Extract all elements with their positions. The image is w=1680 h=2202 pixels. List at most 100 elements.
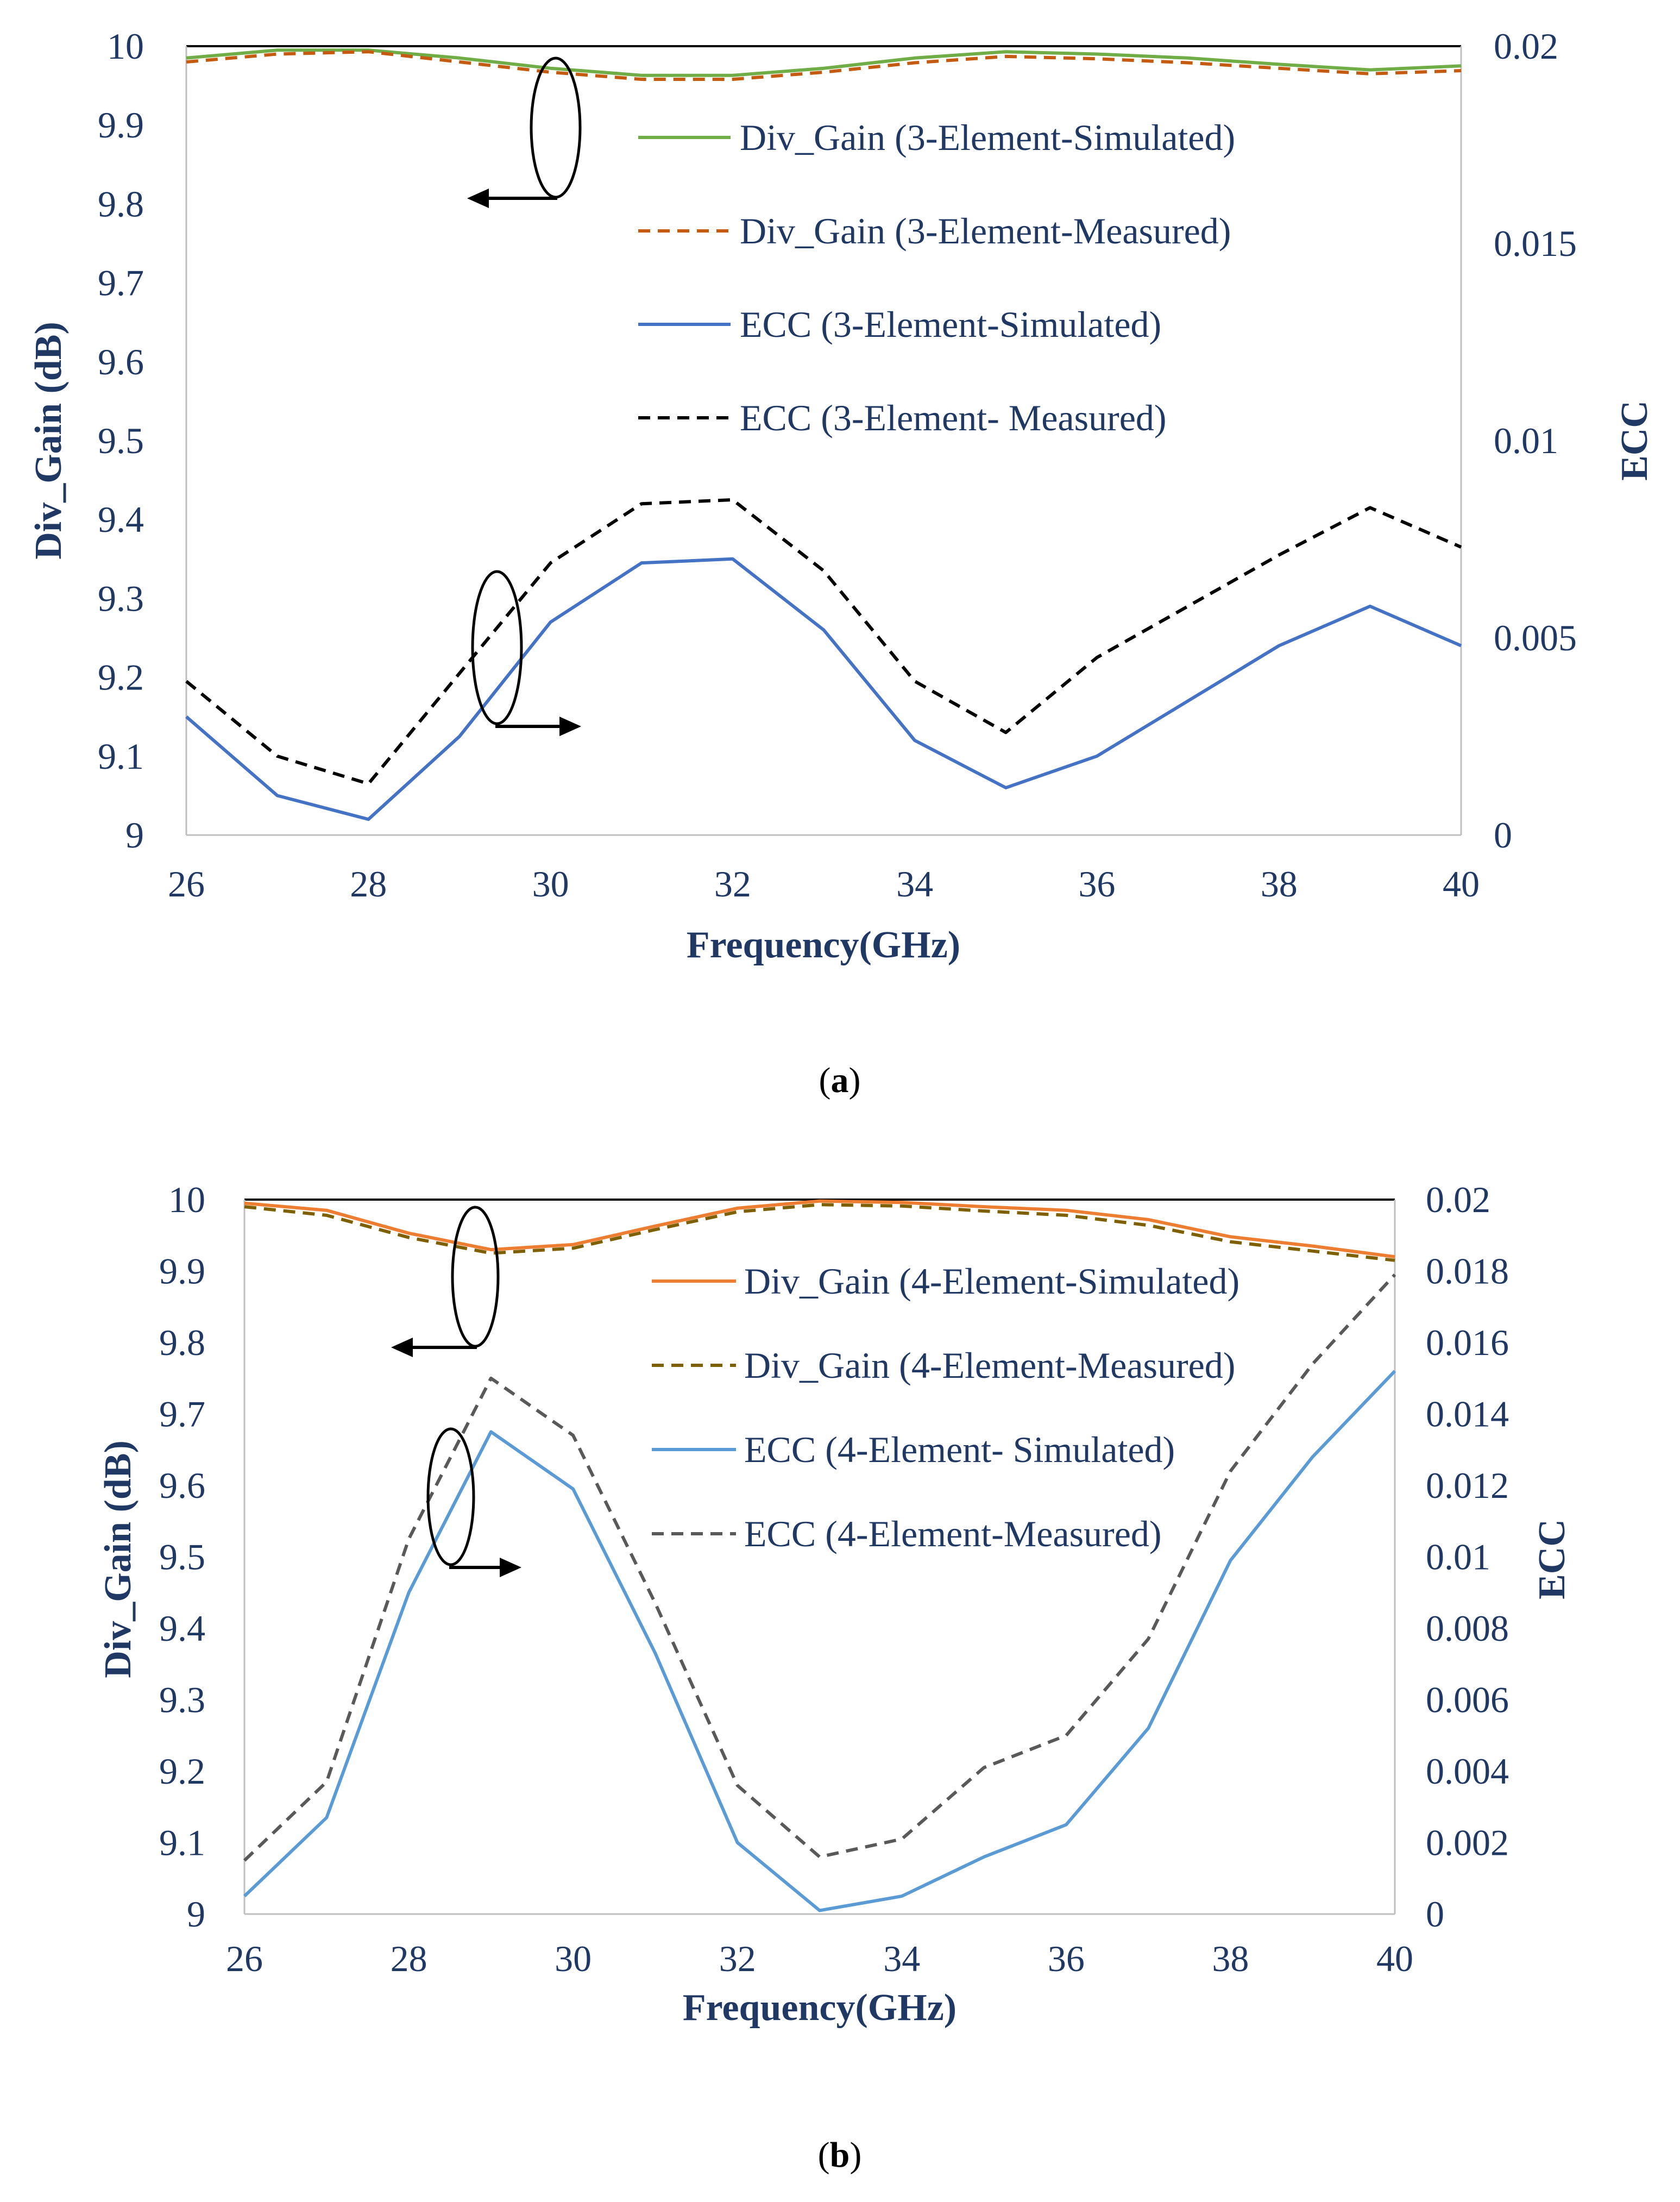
chart-b-x-axis-title: Frequency(GHz) — [683, 1987, 957, 2029]
chart-b-y2-axis-title: ECC — [1531, 1519, 1573, 1599]
legend-label-4: ECC (4-Element-Measured) — [744, 1513, 1162, 1554]
chart-b-gain-annotation-arrow — [413, 1346, 477, 1349]
caption-b: (b) — [818, 2135, 862, 2175]
chart-a-ecc-arrowhead — [559, 717, 581, 736]
x-tick-label: 34 — [896, 863, 933, 905]
x-tick-label: 34 — [883, 1938, 920, 1979]
chart-b-ecc-arrowhead — [500, 1558, 521, 1577]
x-tick-label: 40 — [1443, 863, 1480, 905]
y-tick-label: 9.9 — [98, 104, 144, 146]
x-tick-label: 36 — [1048, 1938, 1085, 1979]
y-tick-label: 9.8 — [98, 183, 144, 224]
x-tick-label: 38 — [1212, 1938, 1249, 1979]
chart-a-ecc-annotation-arrow — [495, 724, 559, 728]
x-tick-label: 30 — [532, 863, 569, 905]
x-tick-label: 32 — [719, 1938, 756, 1979]
chart-a: 9 9.1 9.2 9.3 9.4 9.5 9.6 9.7 9.8 9.9 10 0 0.005 0.0… — [28, 26, 1656, 1100]
y2-tick-label: 0.018 — [1426, 1251, 1509, 1292]
legend-label-4: ECC (3-Element- Measured) — [740, 397, 1167, 438]
x-tick-label: 36 — [1078, 863, 1115, 905]
y2-tick-label: 0.002 — [1426, 1822, 1509, 1864]
y-tick-label: 9.4 — [98, 499, 144, 540]
chart-b-series — [243, 1199, 1396, 1912]
chart-a-ecc-annotation-ellipse — [471, 570, 523, 725]
y-tick-label: 10 — [107, 26, 144, 67]
series-line-4 — [185, 498, 1462, 786]
x-tick-label: 30 — [555, 1938, 592, 1979]
y-tick-label: 9.9 — [159, 1251, 205, 1292]
chart-b-x-ticks: 26 28 30 32 34 36 38 40 — [226, 1938, 1413, 1979]
y-tick-label: 9.7 — [159, 1394, 205, 1435]
y2-tick-label: 0 — [1494, 814, 1512, 856]
legend-label-2: Div_Gain (4-Element-Measured) — [744, 1345, 1235, 1386]
y2-tick-label: 0.006 — [1426, 1679, 1509, 1721]
y-tick-label: 10 — [168, 1179, 205, 1220]
y2-tick-label: 0.02 — [1494, 26, 1558, 67]
y-tick-label: 9.2 — [159, 1751, 205, 1792]
chart-a-legend: Div_Gain (3-Element-Simulated) Div_Gain (… — [638, 117, 1235, 438]
x-tick-label: 32 — [714, 863, 751, 905]
chart-b-y-ticks: 9 9.1 9.2 9.3 9.4 9.5 9.6 9.7 9.8 9.9 10 — [159, 1179, 205, 1935]
chart-a-x-ticks: 26 28 30 32 34 36 38 40 — [168, 863, 1480, 905]
legend-label-3: ECC (4-Element- Simulated) — [744, 1429, 1175, 1470]
y2-tick-label: 0 — [1426, 1893, 1444, 1935]
y-tick-label: 9.6 — [159, 1465, 205, 1506]
y-tick-label: 9.7 — [98, 262, 144, 304]
caption-b-letter: b — [830, 2135, 850, 2175]
chart-b-legend: Div_Gain (4-Element-Simulated) Div_Gain (… — [652, 1260, 1239, 1554]
y2-tick-label: 0.01 — [1426, 1536, 1490, 1578]
chart-b-ecc-annotation-arrow — [449, 1565, 500, 1569]
y-tick-label: 9.3 — [98, 578, 144, 619]
y2-tick-label: 0.008 — [1426, 1608, 1509, 1649]
y2-tick-label: 0.012 — [1426, 1465, 1509, 1506]
y-tick-label: 9.3 — [159, 1679, 205, 1721]
chart-b-gain-annotation-ellipse — [451, 1206, 500, 1348]
chart-a-x-axis-title: Frequency(GHz) — [687, 924, 960, 966]
chart-a-gain-arrowhead — [467, 189, 489, 208]
chart-a-y2-axis-title: ECC — [1614, 400, 1656, 481]
y-tick-label: 9.5 — [98, 420, 144, 461]
chart-a-y-axis-title: Div_Gain (dB) — [28, 322, 70, 560]
y2-tick-label: 0.015 — [1494, 223, 1577, 264]
chart-b-ecc-annotation-ellipse — [426, 1427, 475, 1566]
caption-a: (a) — [819, 1061, 861, 1100]
y-tick-label: 9.5 — [159, 1536, 205, 1578]
y-tick-label: 9 — [125, 814, 144, 856]
y-tick-label: 9.6 — [98, 341, 144, 382]
chart-a-gain-annotation-ellipse — [530, 57, 582, 199]
legend-label-3: ECC (3-Element-Simulated) — [740, 304, 1161, 345]
y2-tick-label: 0.004 — [1426, 1751, 1509, 1792]
y2-tick-label: 0.01 — [1494, 420, 1558, 461]
y2-tick-label: 0.005 — [1494, 617, 1577, 658]
series-line-1 — [244, 1199, 1395, 1259]
y2-tick-label: 0.016 — [1426, 1322, 1509, 1363]
chart-a-y-ticks: 9 9.1 9.2 9.3 9.4 9.5 9.6 9.7 9.8 9.9 10 — [98, 26, 144, 856]
y-tick-label: 9.8 — [159, 1322, 205, 1363]
legend-label-2: Div_Gain (3-Element-Measured) — [740, 210, 1231, 252]
y2-tick-label: 0.014 — [1426, 1394, 1509, 1435]
y-tick-label: 9 — [187, 1893, 205, 1935]
chart-a-series — [185, 48, 1462, 821]
chart-b: 9 9.1 9.2 9.3 9.4 9.5 9.6 9.7 9.8 9.9 10 0 0.002 0.0… — [97, 1179, 1573, 2175]
x-tick-label: 26 — [226, 1938, 263, 1979]
y-tick-label: 9.1 — [98, 736, 144, 777]
x-tick-label: 28 — [391, 1938, 427, 1979]
chart-a-y2-ticks: 0 0.005 0.01 0.015 0.02 — [1494, 26, 1577, 856]
chart-b-y2-ticks: 0 0.002 0.004 0.006 0.008 0.01 0.012 0.014 0.016… — [1426, 1179, 1509, 1935]
series-line-2 — [186, 50, 1462, 81]
x-tick-label: 38 — [1261, 863, 1298, 905]
series-line-1 — [186, 48, 1462, 77]
series-line-3 — [185, 557, 1462, 821]
chart-a-gain-annotation-arrow — [486, 197, 557, 200]
y-tick-label: 9.1 — [159, 1822, 205, 1864]
y-tick-label: 9.4 — [159, 1608, 205, 1649]
series-line-3 — [243, 1370, 1396, 1912]
chart-b-gain-arrowhead — [391, 1338, 413, 1357]
y-tick-label: 9.2 — [98, 657, 144, 698]
caption-a-letter: a — [831, 1061, 849, 1100]
series-line-2 — [244, 1203, 1395, 1262]
chart-b-y-axis-title: Div_Gain (dB) — [97, 1440, 139, 1678]
legend-label-1: Div_Gain (4-Element-Simulated) — [744, 1260, 1239, 1302]
x-tick-label: 40 — [1376, 1938, 1413, 1979]
